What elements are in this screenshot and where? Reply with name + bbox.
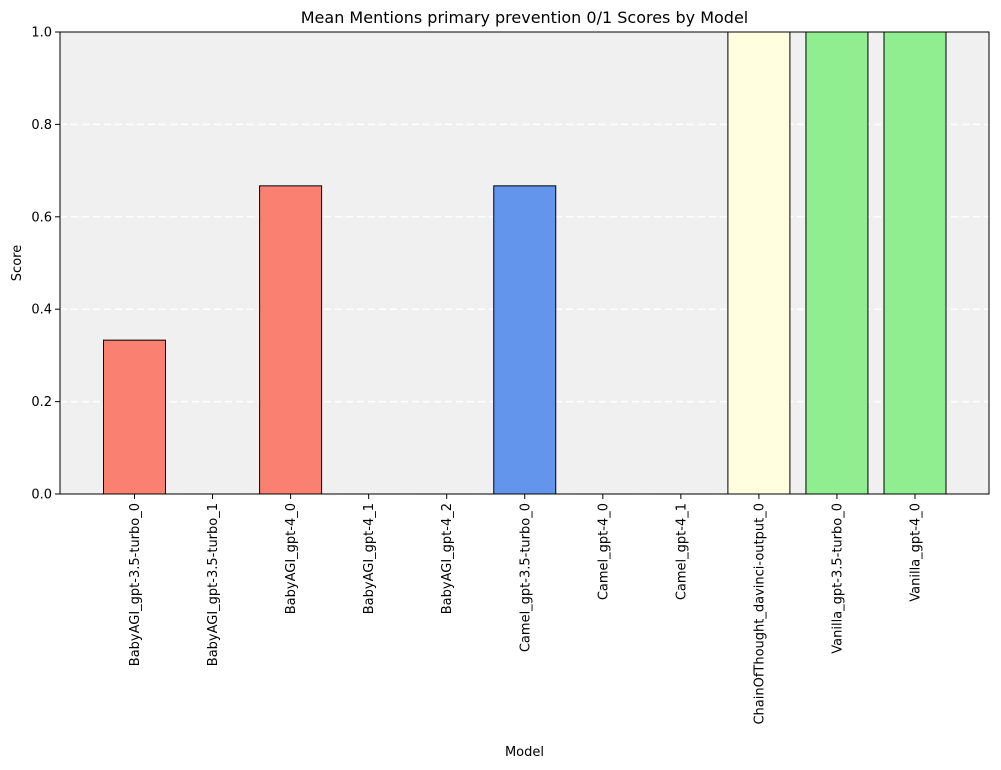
- y-axis-ticks: 0.0 0.2 0.4 0.6 0.8 1.0: [31, 26, 60, 503]
- x-tick-label: BabyAGI_gpt-4_1: [362, 503, 377, 614]
- x-tick-label: Vanilla_gpt-4_0: [909, 503, 924, 602]
- x-tick-label: BabyAGI_gpt-4_2: [440, 503, 455, 614]
- y-tick-label: 1.0: [31, 26, 52, 41]
- y-tick-label: 0.2: [31, 395, 52, 410]
- x-tick-label: ChainOfThought_davinci-output_0: [752, 503, 767, 725]
- y-tick-label: 0.0: [31, 488, 52, 503]
- x-tick-label: Camel_gpt-4_1: [674, 503, 689, 600]
- x-tick-label: BabyAGI_gpt-4_0: [284, 503, 299, 614]
- bar: [259, 185, 323, 495]
- y-tick-label: 0.8: [31, 118, 52, 133]
- bar: [103, 339, 166, 495]
- bar: [883, 31, 947, 495]
- x-axis-label: Model: [505, 745, 544, 760]
- x-axis-ticks: BabyAGI_gpt-3.5-turbo_0 BabyAGI_gpt-3.5-t…: [128, 494, 924, 725]
- y-tick-label: 0.4: [31, 303, 52, 318]
- x-tick-label: BabyAGI_gpt-3.5-turbo_0: [128, 503, 143, 666]
- bar: [493, 185, 557, 495]
- bar: [727, 31, 791, 495]
- chart-title: Mean Mentions primary prevention 0/1 Sco…: [301, 8, 748, 27]
- y-tick-label: 0.6: [31, 210, 52, 225]
- y-axis-label: Score: [10, 245, 25, 281]
- x-tick-label: Camel_gpt-4_0: [596, 503, 611, 600]
- bars: [103, 31, 947, 495]
- x-tick-label: BabyAGI_gpt-3.5-turbo_1: [206, 503, 221, 666]
- x-tick-label: Camel_gpt-3.5-turbo_0: [518, 503, 533, 652]
- bar: [805, 31, 869, 495]
- x-tick-label: Vanilla_gpt-3.5-turbo_0: [830, 503, 845, 654]
